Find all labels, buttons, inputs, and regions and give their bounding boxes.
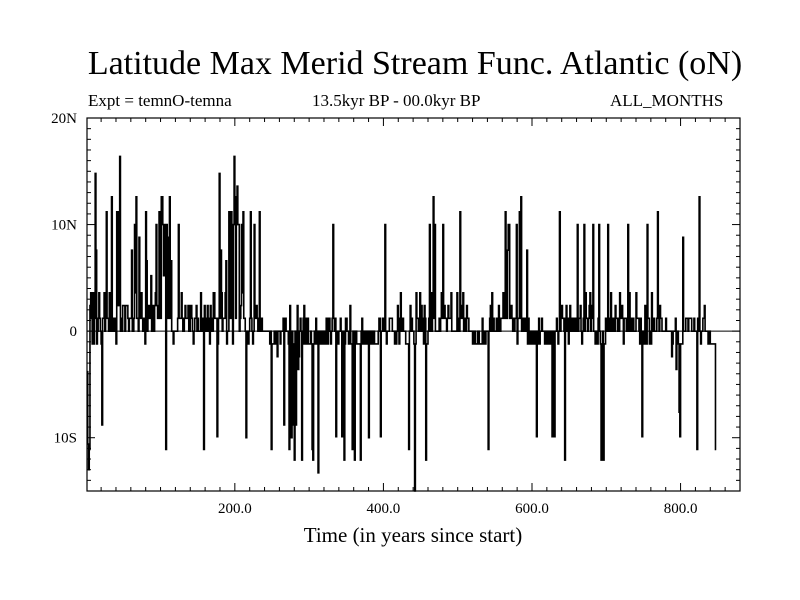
axis-ticks: 20N 10N 0 10S 200.0 400.0 600.0 800.0 <box>51 111 741 517</box>
period-label: 13.5kyr BP - 00.0kyr BP <box>312 91 481 110</box>
x-tick-label: 200.0 <box>218 501 252 517</box>
experiment-label: Expt = temnO-temna <box>88 91 232 110</box>
series-line-0 <box>86 155 717 492</box>
x-tick-label: 600.0 <box>515 501 549 517</box>
chart-title: Latitude Max Merid Stream Func. Atlantic… <box>87 45 743 82</box>
y-tick-label: 10N <box>51 218 77 234</box>
x-axis-label: Time (in years since start) <box>304 523 523 547</box>
x-tick-label: 800.0 <box>664 501 698 517</box>
y-tick-label: 10S <box>54 431 77 447</box>
series-layer <box>86 155 740 492</box>
y-tick-label: 20N <box>51 111 77 127</box>
y-tick-label: 0 <box>70 324 78 340</box>
months-label: ALL_MONTHS <box>610 91 724 110</box>
x-tick-label: 400.0 <box>367 501 401 517</box>
